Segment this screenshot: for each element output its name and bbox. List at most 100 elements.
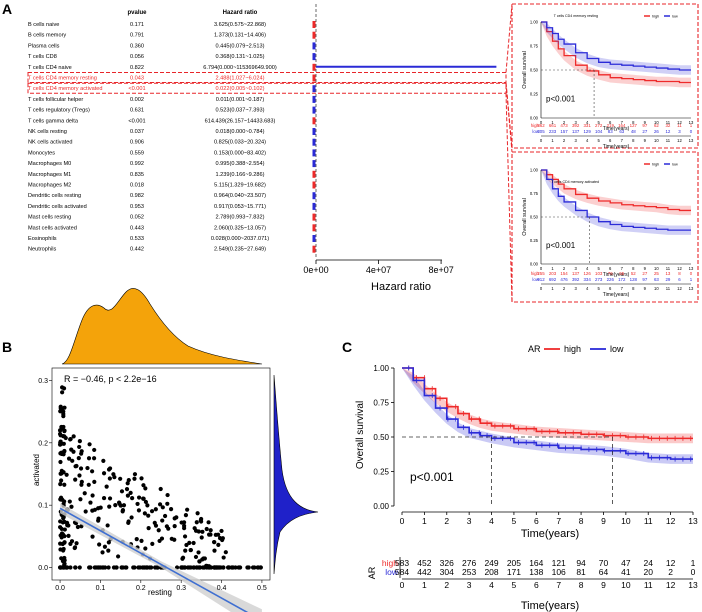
scatter-point bbox=[182, 523, 187, 529]
km-risk-value: 219 bbox=[607, 123, 615, 128]
scatter-point bbox=[60, 520, 65, 525]
forest-marker bbox=[312, 192, 316, 200]
km-risk-value: 11 bbox=[677, 123, 682, 128]
km-x-tick-label: 7 bbox=[621, 120, 624, 125]
km-x-tick-label: 8 bbox=[632, 266, 635, 271]
scatter-point bbox=[128, 490, 133, 495]
scatter-point bbox=[61, 441, 66, 446]
scatter-point bbox=[143, 499, 149, 505]
forest-row-name: NK cells resting bbox=[28, 129, 67, 135]
kmc-risk-value: 20 bbox=[643, 567, 653, 577]
scatter-point bbox=[245, 565, 250, 570]
kmc-risk-value: 452 bbox=[417, 558, 431, 568]
scatter-point bbox=[79, 479, 84, 484]
km-risk-tick-label: 1 bbox=[551, 138, 554, 143]
km-x-tick-label: 4 bbox=[586, 266, 589, 271]
km-risk-value: 154 bbox=[560, 271, 568, 276]
km-legend-high: high bbox=[652, 163, 659, 167]
scatter-point bbox=[155, 565, 160, 570]
kmc-risk-value: 2 bbox=[668, 567, 673, 577]
km-y-tick-label: 1.00 bbox=[530, 20, 539, 25]
km-risk-value: 137 bbox=[572, 271, 580, 276]
scatter-point bbox=[199, 519, 204, 524]
scatter-point bbox=[149, 509, 155, 514]
km-x-tick-label: 1 bbox=[551, 266, 554, 271]
forest-marker bbox=[312, 202, 316, 210]
scatter-point bbox=[79, 449, 84, 454]
km-risk-value: 226 bbox=[607, 277, 615, 282]
forest-row-name: NK cells activated bbox=[28, 140, 72, 146]
panel-label-b: B bbox=[2, 339, 12, 355]
scatter-point bbox=[208, 528, 213, 533]
forest-row-hr: 0.011(0.001~0.187) bbox=[216, 97, 265, 103]
scatter-point bbox=[61, 414, 66, 419]
regression-ci-band bbox=[60, 503, 262, 612]
scatter-point bbox=[142, 511, 147, 516]
scatter-point bbox=[200, 565, 206, 570]
km-risk-value: 97 bbox=[642, 123, 647, 128]
scatter-point bbox=[92, 456, 97, 461]
scatter-point bbox=[107, 476, 112, 481]
forest-row-hr: 0.445(0.079~2.513) bbox=[216, 43, 265, 49]
forest-row-hr: 2.549(0.235~27.649) bbox=[214, 247, 266, 253]
km-curve-low bbox=[541, 169, 691, 231]
scatter-point bbox=[77, 473, 82, 478]
scatter-point bbox=[58, 406, 63, 411]
connector-line bbox=[505, 83, 513, 153]
forest-row-pvalue: 0.052 bbox=[130, 215, 144, 221]
km-risk-tick-label: 2 bbox=[563, 138, 566, 143]
km-x-tick-label: 13 bbox=[689, 120, 694, 125]
kmc-legend-low: low bbox=[610, 344, 624, 354]
km-risk-tick-label: 13 bbox=[689, 286, 694, 291]
kmc-x-tick-label: 6 bbox=[534, 516, 539, 526]
km-risk-value: 32 bbox=[665, 123, 670, 128]
forest-row-pvalue: 0.442 bbox=[130, 247, 144, 253]
forest-row-pvalue: 0.822 bbox=[130, 65, 144, 71]
scatter-x-tick-label: 0.2 bbox=[136, 585, 146, 592]
forest-row-pvalue: <0.001 bbox=[128, 86, 145, 92]
forest-marker bbox=[312, 63, 316, 71]
km-ci-band-low bbox=[541, 22, 691, 75]
km-risk-value: 172 bbox=[618, 277, 626, 282]
scatter-point bbox=[146, 513, 151, 518]
scatter-point bbox=[88, 500, 93, 505]
scatter-point bbox=[85, 465, 90, 471]
forest-row-name: B cells memory bbox=[28, 33, 66, 39]
km-risk-value: 331 bbox=[583, 123, 591, 128]
forest-row-pvalue: 0.559 bbox=[130, 150, 144, 156]
scatter-point bbox=[62, 540, 67, 545]
km-x-tick-label: 11 bbox=[666, 266, 671, 271]
km-risk-value: 0 bbox=[690, 129, 693, 134]
km-risk-tick-label: 10 bbox=[654, 286, 659, 291]
kmc-risk-value: 24 bbox=[643, 558, 653, 568]
scatter-point bbox=[57, 428, 63, 433]
km-y-tick-label: 0.50 bbox=[530, 215, 539, 220]
forest-row-pvalue: 0.953 bbox=[130, 204, 144, 210]
scatter-point bbox=[82, 491, 87, 496]
scatter-point bbox=[221, 555, 226, 560]
kmc-risk-value: 253 bbox=[462, 567, 476, 577]
forest-row-name: T cells regulatory (Tregs) bbox=[28, 108, 90, 114]
km-risk-tick-label: 6 bbox=[609, 286, 612, 291]
km-risk-value: 912 bbox=[537, 277, 545, 282]
scatter-annotation: R = −0.46, p < 2.2e−16 bbox=[64, 374, 157, 384]
scatter-point bbox=[172, 516, 177, 521]
scatter-point bbox=[199, 535, 204, 540]
forest-marker bbox=[312, 117, 316, 125]
kmc-risk-value: 12 bbox=[666, 558, 676, 568]
scatter-point bbox=[59, 497, 64, 502]
scatter-point bbox=[130, 495, 135, 501]
km-risk-value: 8 bbox=[678, 271, 681, 276]
km-risk-value: 233 bbox=[549, 129, 557, 134]
forest-x-tick-label: 4e+07 bbox=[366, 265, 391, 275]
kmc-risk-value: 64 bbox=[599, 567, 609, 577]
forest-marker bbox=[312, 170, 316, 178]
km-risk-value: 6 bbox=[678, 277, 681, 282]
kmc-risk-value: 1 bbox=[691, 558, 696, 568]
km-xlabel: Time(years) bbox=[603, 126, 630, 132]
scatter-point bbox=[162, 513, 168, 519]
kmc-legend-high: high bbox=[564, 344, 581, 354]
scatter-y-tick-label: 0.2 bbox=[38, 440, 48, 447]
forest-x-tick-label: 0e+00 bbox=[303, 265, 328, 275]
km-risk-value: 1 bbox=[690, 277, 693, 282]
